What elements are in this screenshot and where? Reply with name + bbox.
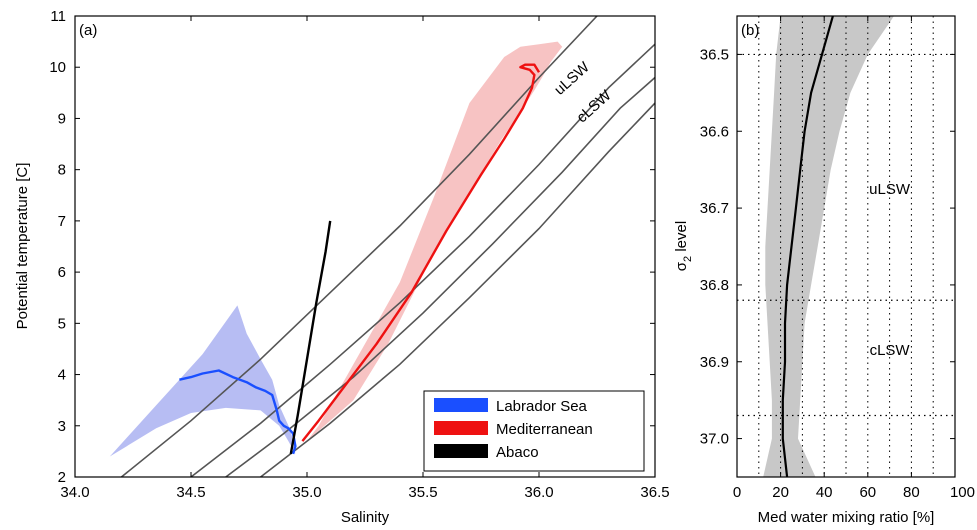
panel-b-y-label-symbol: σ (673, 261, 690, 271)
legend-swatch-labrador (434, 398, 488, 412)
panel-b-layer-labels: uLSW cLSW (869, 181, 911, 359)
legend-swatch-mediterranean (434, 421, 488, 435)
y-tick-label: 5 (58, 315, 66, 332)
panel-b-y-label-rest: level (673, 221, 690, 256)
x-tick-label: 40 (816, 484, 833, 501)
x-tick-label: 36.0 (524, 484, 553, 501)
legend-swatch-abaco (434, 444, 488, 458)
y-tick-label: 6 (58, 264, 66, 281)
legend-label-mediterranean: Mediterranean (496, 421, 593, 438)
y-tick-label: 2 (58, 469, 66, 486)
x-tick-label: 60 (859, 484, 876, 501)
band-1 (307, 41, 563, 442)
panel-a-lines (179, 63, 541, 455)
panel-b-x-ticks: 0 20 40 60 80 100 (733, 16, 975, 501)
series-line-1 (301, 63, 541, 442)
panel-b-band (763, 16, 894, 477)
x-tick-label: 36.5 (640, 484, 669, 501)
band-0 (109, 305, 296, 457)
panel-b-y-ticks: 36.5 36.6 36.7 36.8 36.9 37.0 (700, 46, 955, 448)
y-tick-label: 9 (58, 110, 66, 127)
panel-b-layer-label: uLSW (869, 181, 911, 198)
y-tick-label: 10 (49, 59, 66, 76)
x-tick-label: 35.5 (408, 484, 437, 501)
panel-b-y-label-subscript: 2 (682, 256, 694, 262)
panel-a: 34.0 34.5 35.0 35.5 36.0 36.5 2 3 4 5 6 7 8 9 10 11 (a… (14, 8, 670, 526)
panel-b-grid (737, 16, 955, 477)
panel-a-x-axis-label: Salinity (341, 509, 390, 525)
legend-label-abaco: Abaco (496, 444, 539, 461)
isopycnal-1 (190, 43, 655, 477)
y-tick-label: 36.6 (700, 123, 729, 140)
panel-a-y-ticks: 2 3 4 5 6 7 8 9 10 11 (49, 8, 655, 486)
panel-b-y-axis-label: σ2 level (673, 221, 694, 271)
panel-b-x-axis-label: Med water mixing ratio [%] (758, 509, 935, 525)
series-line-0 (179, 369, 297, 455)
y-tick-label: 4 (58, 367, 66, 384)
panel-b-mean-line (781, 16, 834, 477)
y-tick-label: 8 (58, 162, 66, 179)
y-tick-label: 36.7 (700, 200, 729, 217)
panel-b-frame (736, 15, 956, 478)
panel-a-label: (a) (79, 22, 97, 39)
legend: Labrador Sea Mediterranean Abaco (423, 390, 645, 472)
panel-b-layer-label: cLSW (870, 342, 911, 359)
y-tick-label: 37.0 (700, 431, 729, 448)
panel-a-y-axis-label: Potential temperature [C] (14, 163, 31, 330)
series-line-2 (289, 220, 332, 455)
x-tick-label: 80 (903, 484, 920, 501)
panel-b-line (781, 16, 834, 477)
x-tick-label: 35.0 (292, 484, 321, 501)
isopycnal-label-0: uLSW (551, 58, 593, 99)
svg-text:σ2 level: σ2 level (673, 221, 694, 271)
x-tick-label: 100 (950, 484, 975, 501)
isopycnal-3 (260, 102, 655, 477)
panel-a-x-ticks: 34.0 34.5 35.0 35.5 36.0 36.5 (60, 16, 670, 501)
y-tick-label: 36.9 (700, 354, 729, 371)
panel-a-bands (109, 41, 563, 457)
y-tick-label: 7 (58, 213, 66, 230)
isopycnal-0 (120, 16, 598, 477)
legend-label-labrador: Labrador Sea (496, 398, 588, 415)
x-tick-label: 34.5 (176, 484, 205, 501)
y-tick-label: 36.8 (700, 277, 729, 294)
x-tick-label: 0 (733, 484, 741, 501)
x-tick-label: 34.0 (60, 484, 89, 501)
y-tick-label: 11 (50, 8, 66, 25)
panel-b-uncertainty-band (763, 16, 894, 477)
panel-a-frame (74, 15, 656, 478)
y-tick-label: 36.5 (700, 46, 729, 63)
panel-b-label: (b) (741, 22, 759, 39)
y-tick-label: 3 (58, 418, 66, 435)
panel-b: 0 20 40 60 80 100 36.5 36.6 36.7 36.8 36.9 37.0 uL… (673, 15, 975, 526)
x-tick-label: 20 (772, 484, 789, 501)
